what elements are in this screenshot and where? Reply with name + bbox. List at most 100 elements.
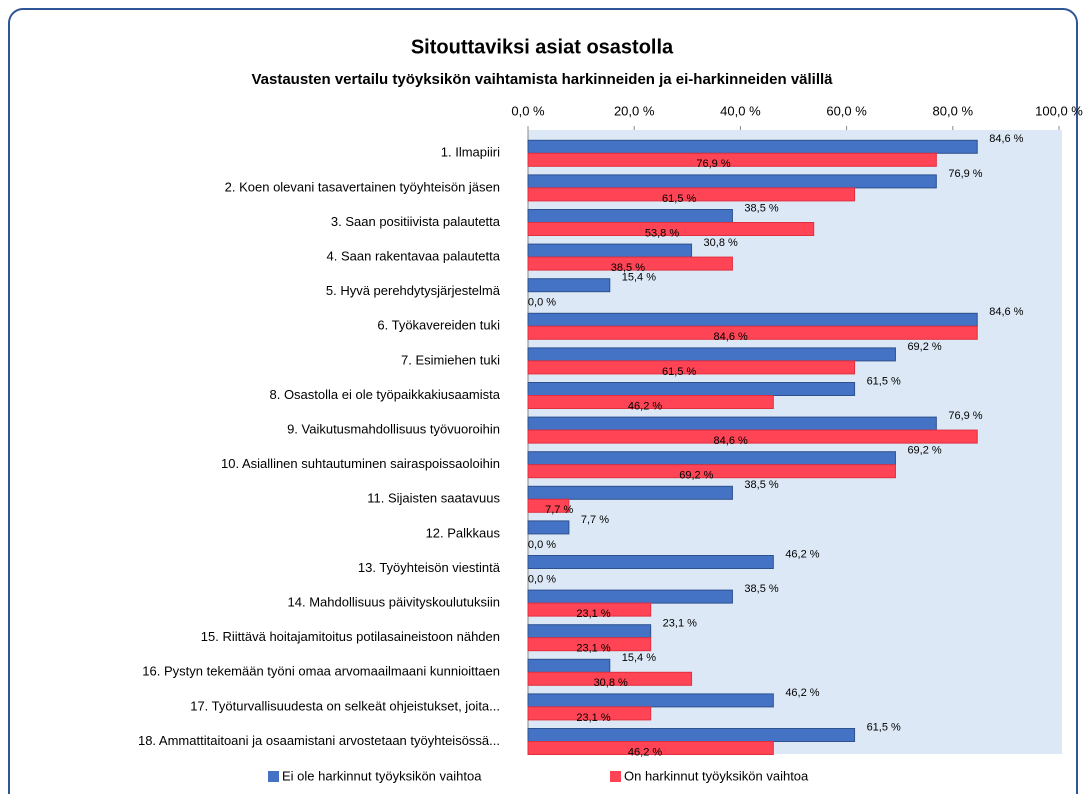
bar <box>527 312 978 327</box>
bar <box>527 187 856 202</box>
value-label: 23,1 % <box>663 618 697 630</box>
legend-swatch <box>268 771 279 782</box>
x-tick-label: 40,0 % <box>720 103 761 118</box>
value-label: 69,2 % <box>907 341 941 353</box>
value-label: 46,2 % <box>628 746 662 758</box>
bar <box>527 152 937 167</box>
value-label: 76,9 % <box>948 168 982 180</box>
bar <box>527 347 896 362</box>
value-label: 53,8 % <box>645 227 679 239</box>
x-tick-label: 20,0 % <box>614 103 655 118</box>
bar <box>527 602 652 617</box>
value-label: 61,5 % <box>867 375 901 387</box>
value-label: 84,6 % <box>989 133 1023 145</box>
legend-label: On harkinnut työyksikön vaihtoa <box>624 768 809 783</box>
bar <box>527 429 978 444</box>
bar <box>527 741 774 755</box>
bar <box>527 485 733 500</box>
value-label: 38,5 % <box>744 479 778 491</box>
value-label: 15,4 % <box>622 652 656 664</box>
value-label: 61,5 % <box>867 721 901 733</box>
bar <box>527 464 896 479</box>
value-label: 30,8 % <box>704 237 738 249</box>
chart-subtitle: Vastausten vertailu työyksikön vaihtamis… <box>251 71 833 88</box>
category-label: 4. Saan rakentavaa palautetta <box>327 249 501 264</box>
bar <box>527 325 978 340</box>
legend-swatch <box>610 771 621 782</box>
value-label: 69,2 % <box>907 445 941 457</box>
x-tick-label: 60,0 % <box>826 103 867 118</box>
legend-label: Ei ole harkinnut työyksikön vaihtoa <box>282 768 482 783</box>
category-label: 5. Hyvä perehdytysjärjestelmä <box>326 283 501 298</box>
bar <box>527 624 652 639</box>
category-label: 9. Vaikutusmahdollisuus työvuoroihin <box>287 422 500 437</box>
bar <box>527 278 611 293</box>
category-label: 2. Koen olevani tasavertainen työyhteisö… <box>225 179 500 194</box>
bar <box>527 671 693 686</box>
bar <box>527 139 978 154</box>
value-label: 30,8 % <box>594 677 628 689</box>
category-label: 12. Palkkaus <box>426 525 501 540</box>
bar <box>527 658 611 673</box>
category-label: 18. Ammattitaitoani ja osaamistani arvos… <box>138 733 500 748</box>
category-label: 10. Asiallinen suhtautuminen sairaspoiss… <box>221 456 500 471</box>
x-tick-label: 100,0 % <box>1035 103 1083 118</box>
category-label: 13. Työyhteisön viestintä <box>358 560 501 575</box>
category-label: 17. Työturvallisuudesta on selkeät ohjei… <box>190 698 500 713</box>
value-label: 84,6 % <box>989 306 1023 318</box>
bar <box>527 256 733 271</box>
value-label: 23,1 % <box>576 643 610 655</box>
bar <box>527 209 733 223</box>
category-label: 11. Sijaisten saatavuus <box>367 491 500 506</box>
bar <box>527 382 856 396</box>
x-tick-label: 80,0 % <box>933 103 974 118</box>
value-label: 7,7 % <box>581 514 609 526</box>
value-label: 23,1 % <box>576 712 610 724</box>
value-label: 7,7 % <box>545 504 573 516</box>
value-label: 76,9 % <box>696 158 730 170</box>
value-label: 46,2 % <box>785 687 819 699</box>
x-tick-label: 0,0 % <box>511 103 545 118</box>
chart-title: Sitouttaviksi asiat osastolla <box>411 36 674 58</box>
category-label: 15. Riittävä hoitajamitoitus potilasaine… <box>201 629 500 644</box>
bar <box>527 174 937 189</box>
category-label: 14. Mahdollisuus päivityskoulutuksiin <box>288 595 500 610</box>
category-label: 16. Pystyn tekemään työni omaa arvomaail… <box>142 664 500 679</box>
value-label: 84,6 % <box>714 435 748 447</box>
value-label: 84,6 % <box>714 331 748 343</box>
bar <box>527 520 570 535</box>
value-label: 38,5 % <box>744 583 778 595</box>
value-label: 23,1 % <box>576 608 610 620</box>
value-label: 46,2 % <box>628 400 662 412</box>
bar <box>527 728 856 742</box>
bar <box>527 222 815 236</box>
value-label: 61,5 % <box>662 366 696 378</box>
value-label: 0,0 % <box>528 297 556 309</box>
value-label: 15,4 % <box>622 272 656 284</box>
category-label: 3. Saan positiivista palautetta <box>331 214 501 229</box>
bar <box>527 395 774 409</box>
value-label: 69,2 % <box>679 470 713 482</box>
value-label: 0,0 % <box>528 573 556 585</box>
bar <box>527 555 774 569</box>
value-label: 38,5 % <box>611 262 645 274</box>
value-label: 38,5 % <box>744 202 778 214</box>
bar <box>527 360 856 375</box>
bar <box>527 498 570 513</box>
category-label: 8. Osastolla ei ole työpaikkakiusaamista <box>269 387 500 402</box>
value-label: 0,0 % <box>528 539 556 551</box>
category-label: 6. Työkavereiden tuki <box>377 318 500 333</box>
category-label: 1. Ilmapiiri <box>441 145 500 160</box>
bar <box>527 451 896 466</box>
value-label: 76,9 % <box>948 410 982 422</box>
bar <box>527 416 937 431</box>
value-label: 46,2 % <box>785 548 819 560</box>
bar <box>527 693 774 708</box>
bar <box>527 243 693 258</box>
bar <box>527 637 652 652</box>
bar <box>527 589 733 604</box>
category-label: 7. Esimiehen tuki <box>401 352 500 367</box>
bar <box>527 706 652 721</box>
value-label: 61,5 % <box>662 193 696 205</box>
